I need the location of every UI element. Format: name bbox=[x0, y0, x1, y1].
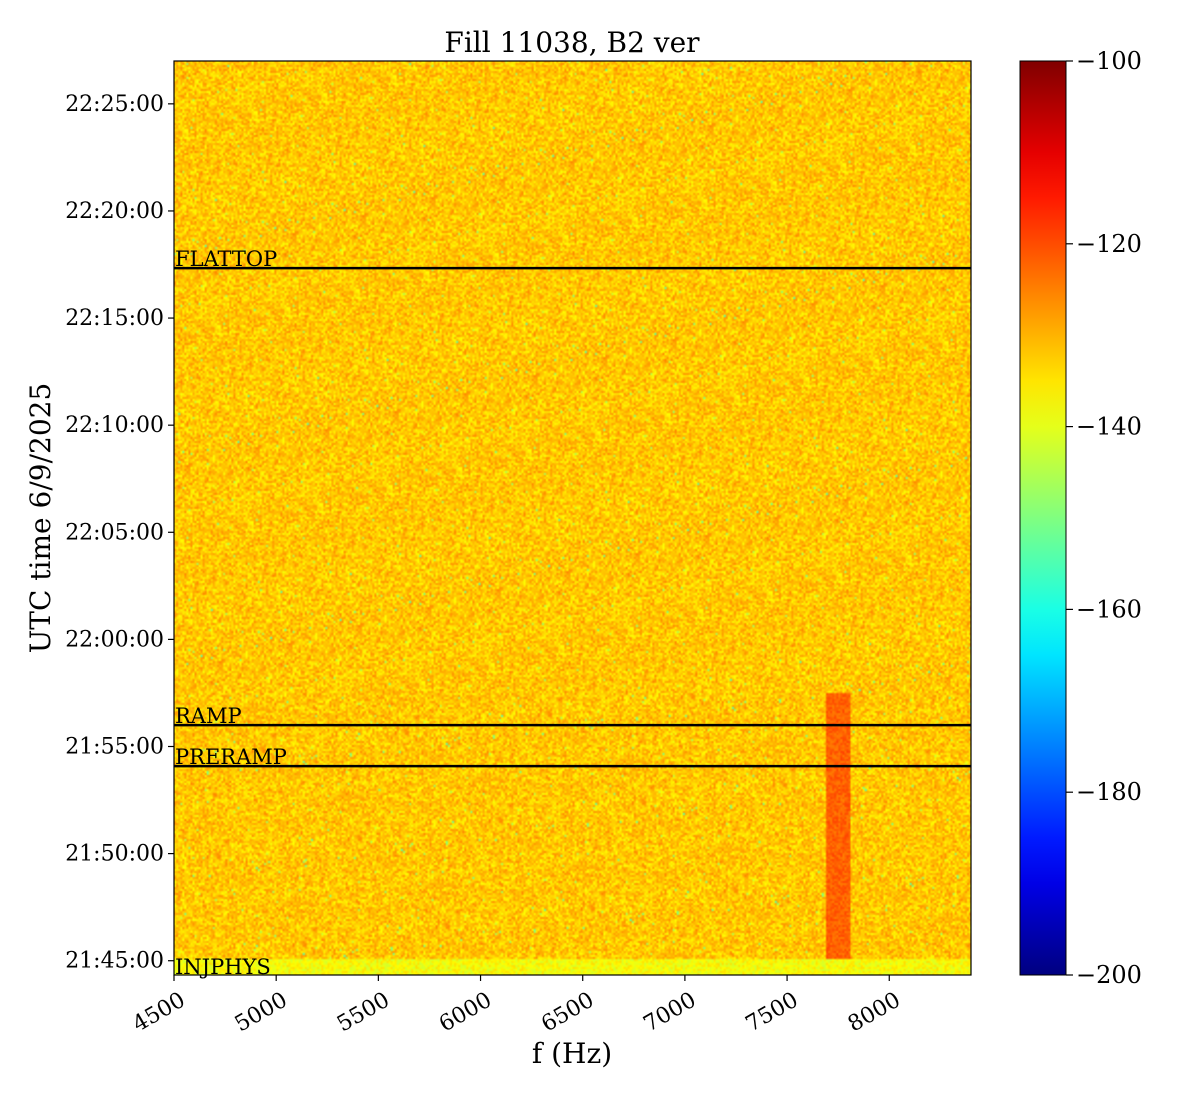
colorbar-tick-label: −200 bbox=[1076, 961, 1142, 989]
y-tick-label: 21:50:00 bbox=[65, 842, 164, 867]
y-axis: 21:45:00 21:50:00 21:55:00 22:00:00 22:05:00… bbox=[65, 92, 174, 974]
x-tick-label: 5000 bbox=[231, 988, 292, 1038]
spectrogram-heatmap bbox=[174, 61, 971, 975]
colorbar-gradient bbox=[1019, 60, 1067, 976]
plot-frame bbox=[173, 60, 972, 976]
phase-label-preramp: PRERAMP bbox=[175, 745, 287, 769]
y-tick-label: 22:15:00 bbox=[65, 306, 164, 331]
colorbar-tick-label: −100 bbox=[1076, 47, 1142, 75]
x-tick-label: 6000 bbox=[435, 988, 496, 1038]
x-tick-label: 5500 bbox=[333, 988, 394, 1038]
x-tick-label: 8000 bbox=[844, 988, 905, 1038]
colorbar-tick-label: −180 bbox=[1076, 778, 1142, 806]
y-tick-label: 22:10:00 bbox=[65, 413, 164, 438]
colorbar-tick-label: −140 bbox=[1076, 413, 1142, 441]
y-tick-label: 22:05:00 bbox=[65, 520, 164, 545]
x-tick-label: 6500 bbox=[537, 988, 598, 1038]
colorbar: −100 −120 −140 −160 −180 −200 bbox=[1019, 47, 1142, 989]
x-tick-label: 4500 bbox=[129, 988, 190, 1038]
colorbar-tick-label: −120 bbox=[1076, 230, 1142, 258]
chart-title: Fill 11038, B2 ver bbox=[444, 26, 700, 59]
y-tick-label: 22:25:00 bbox=[65, 92, 164, 117]
phase-label-flattop: FLATTOP bbox=[175, 247, 277, 271]
phase-label-ramp: RAMP bbox=[175, 704, 242, 728]
y-axis-label: UTC time 6/9/2025 bbox=[24, 383, 57, 654]
y-tick-label: 22:00:00 bbox=[65, 627, 164, 652]
colorbar-ticks: −100 −120 −140 −160 −180 −200 bbox=[1066, 47, 1142, 989]
x-axis-label: f (Hz) bbox=[532, 1037, 612, 1070]
y-tick-label: 22:20:00 bbox=[65, 199, 164, 224]
y-tick-label: 21:45:00 bbox=[65, 949, 164, 974]
x-tick-label: 7000 bbox=[640, 988, 701, 1038]
x-axis: 4500 5000 5500 6000 6500 7000 7500 8000 bbox=[129, 975, 905, 1037]
y-tick-label: 21:55:00 bbox=[65, 735, 164, 760]
colorbar-tick-label: −160 bbox=[1076, 595, 1142, 623]
x-tick-label: 7500 bbox=[742, 988, 803, 1038]
